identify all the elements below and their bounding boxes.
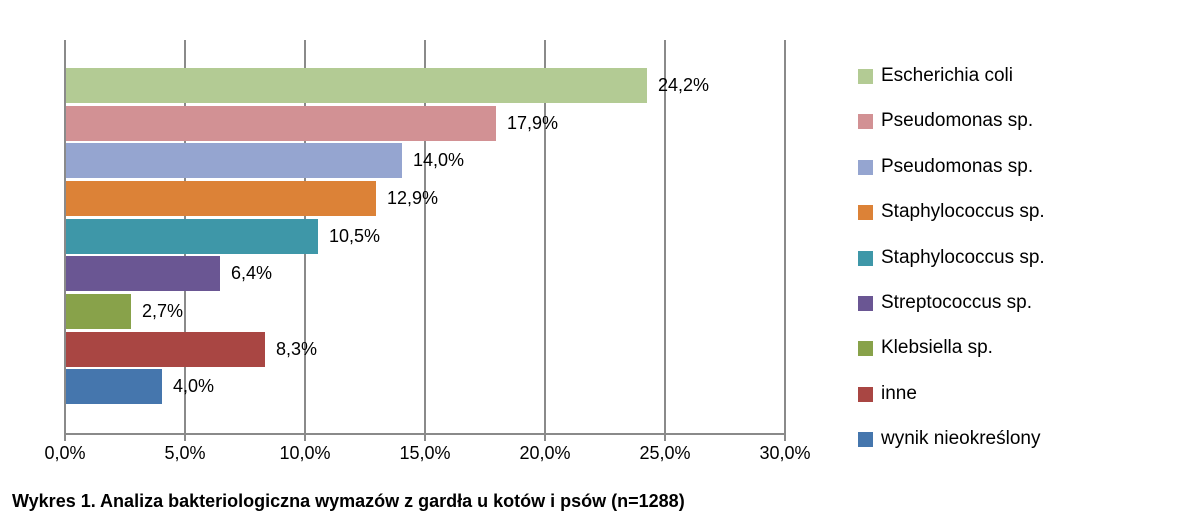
data-label: 2,7%	[142, 301, 184, 321]
legend-swatch	[858, 386, 873, 402]
legend-item-label: Staphylococcus sp.	[881, 201, 1045, 222]
legend-swatch	[858, 295, 873, 311]
data-label: 24,2%	[658, 75, 710, 95]
data-label: 17,9%	[507, 113, 559, 133]
bar-staphylococcus-sp-	[66, 181, 376, 216]
bar-inne	[66, 332, 265, 367]
legend-item: Escherichia coli	[858, 54, 1013, 98]
x-axis-tick	[64, 433, 66, 441]
x-axis-tick-label: 0,0%	[44, 443, 86, 463]
legend-swatch	[858, 68, 873, 84]
x-axis-tick	[784, 433, 786, 441]
legend-item-label: wynik nieokreślony	[881, 428, 1041, 449]
legend-item: Streptococcus sp.	[858, 281, 1032, 325]
vertical-gridline	[424, 40, 426, 433]
data-label: 12,9%	[387, 188, 439, 208]
legend-item-label: Streptococcus sp.	[881, 292, 1033, 313]
legend-item-label: Staphylococcus sp.	[881, 247, 1045, 268]
legend-item-label: Pseudomonas sp.	[881, 110, 1034, 131]
x-axis-tick-label: 10,0%	[279, 443, 331, 463]
legend-item: Pseudomonas sp.	[858, 145, 1033, 189]
vertical-gridline	[784, 40, 786, 433]
x-axis-tick-label: 20,0%	[519, 443, 571, 463]
bar-staphylococcus-sp-	[66, 219, 318, 254]
bar-klebsiella-sp-	[66, 294, 131, 329]
legend-item: Staphylococcus sp.	[858, 190, 1045, 234]
legend-item: Staphylococcus sp.	[858, 236, 1045, 280]
legend-item: wynik nieokreślony	[858, 417, 1040, 461]
bar-pseudomonas-sp-	[66, 143, 402, 178]
x-axis-tick	[544, 433, 546, 441]
vertical-gridline	[544, 40, 546, 433]
legend-item: Pseudomonas sp.	[858, 99, 1033, 143]
legend-swatch	[858, 204, 873, 220]
bar-streptococcus-sp-	[66, 256, 220, 291]
legend-swatch	[858, 113, 873, 129]
data-label: 8,3%	[276, 339, 318, 359]
legend-swatch	[858, 431, 873, 447]
legend-item: inne	[858, 372, 917, 416]
legend-item-label: Pseudomonas sp.	[881, 156, 1034, 177]
legend-item-label: Klebsiella sp.	[881, 337, 993, 358]
bar-wynik-nieokre-lony	[66, 369, 162, 404]
x-axis-tick-label: 15,0%	[399, 443, 451, 463]
data-label: 4,0%	[173, 376, 215, 396]
chart-caption: Wykres 1. Analiza bakteriologiczna wymaz…	[12, 491, 685, 511]
x-axis-tick-label: 25,0%	[639, 443, 691, 463]
y-axis-line	[64, 40, 66, 435]
legend-swatch	[858, 159, 873, 175]
legend-swatch	[858, 340, 873, 356]
bar-escherichia-coli	[66, 68, 647, 103]
x-axis-tick	[664, 433, 666, 441]
bar-pseudomonas-sp-	[66, 106, 496, 141]
x-axis-tick-label: 30,0%	[759, 443, 811, 463]
x-axis-tick	[184, 433, 186, 441]
x-axis-tick	[304, 433, 306, 441]
data-label: 14,0%	[413, 150, 465, 170]
x-axis-line	[64, 433, 786, 435]
x-axis-tick	[424, 433, 426, 441]
data-label: 10,5%	[329, 226, 381, 246]
x-axis-tick-label: 5,0%	[164, 443, 206, 463]
legend-swatch	[858, 250, 873, 266]
legend-item: Klebsiella sp.	[858, 326, 993, 370]
legend-item-label: Escherichia coli	[881, 65, 1013, 86]
legend-item-label: inne	[881, 383, 917, 404]
data-label: 6,4%	[231, 263, 273, 283]
vertical-gridline	[664, 40, 666, 433]
